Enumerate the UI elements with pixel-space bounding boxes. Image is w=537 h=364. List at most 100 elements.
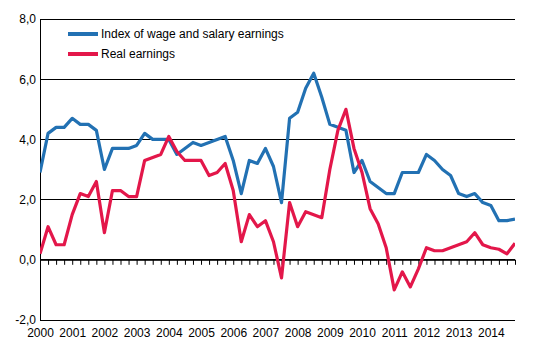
chart: -2,00,02,04,06,08,0200020012002200320042…	[0, 0, 537, 364]
x-tick-mark	[378, 260, 379, 265]
x-tick	[185, 260, 186, 265]
x-tick	[88, 260, 89, 265]
x-tick: 2008	[285, 260, 312, 340]
x-tick-mark	[72, 260, 73, 265]
x-tick-mark	[443, 260, 444, 265]
x-tick-mark	[56, 260, 57, 265]
x-tick	[193, 260, 194, 265]
x-tick	[161, 260, 162, 265]
x-tick-mark	[201, 260, 202, 265]
x-tick	[507, 260, 508, 265]
x-tick-mark	[96, 260, 97, 265]
x-tick-mark	[394, 260, 395, 265]
x-tick	[56, 260, 57, 265]
x-tick: 2014	[478, 260, 505, 340]
x-tick: 2009	[317, 260, 344, 340]
x-tick-mark	[137, 260, 138, 265]
x-axis: 2000200120022003200420052006200720082009…	[27, 260, 515, 340]
y-tick: 8,0	[19, 12, 40, 26]
x-tick	[370, 260, 371, 265]
x-tick-mark	[104, 260, 105, 265]
x-tick	[209, 260, 210, 265]
x-tick-mark	[249, 260, 250, 265]
x-tick	[451, 260, 452, 265]
x-tick	[402, 260, 403, 265]
legend-swatch	[68, 52, 98, 56]
y-tick-label: 0,0	[19, 253, 36, 267]
x-tick-label: 2008	[285, 326, 312, 340]
x-tick	[217, 260, 218, 265]
grid-line	[40, 320, 515, 321]
x-tick-mark	[161, 260, 162, 265]
x-tick	[443, 260, 444, 265]
x-tick-mark	[265, 260, 266, 265]
x-tick-mark	[410, 260, 411, 265]
x-tick-label: 2013	[446, 326, 473, 340]
x-tick-label: 2011	[382, 326, 408, 340]
x-tick-mark	[225, 260, 226, 265]
x-tick-mark	[507, 260, 508, 265]
y-tick: 2,0	[19, 193, 40, 207]
x-tick-label: 2010	[349, 326, 376, 340]
y-tick-label: 4,0	[19, 133, 36, 147]
x-tick-label: 2001	[59, 326, 86, 340]
x-tick-mark	[177, 260, 178, 265]
x-tick-label: 2007	[253, 326, 280, 340]
x-tick-mark	[459, 260, 460, 265]
x-tick: 2010	[349, 260, 376, 340]
x-tick-mark	[298, 260, 299, 265]
x-tick	[338, 260, 339, 265]
x-tick-label: 2005	[188, 326, 215, 340]
x-tick-mark	[354, 260, 355, 265]
x-tick-mark	[491, 260, 492, 265]
x-tick	[249, 260, 250, 265]
x-tick-mark	[362, 260, 363, 265]
x-tick-mark	[40, 260, 41, 265]
x-tick-mark	[322, 260, 323, 265]
x-tick	[467, 260, 468, 265]
x-tick	[410, 260, 411, 265]
legend-label: Real earnings	[101, 47, 175, 61]
x-tick	[48, 260, 49, 265]
x-tick	[290, 260, 291, 265]
grid	[40, 19, 515, 320]
legend-label: Index of wage and salary earnings	[101, 27, 284, 41]
grid-line	[40, 19, 515, 20]
x-tick-mark	[330, 260, 331, 265]
x-tick-mark	[499, 260, 500, 265]
x-tick	[225, 260, 226, 265]
x-tick-mark	[483, 260, 484, 265]
x-tick: 2006	[220, 260, 247, 340]
grid-line	[40, 79, 515, 80]
x-tick-mark	[241, 260, 242, 265]
x-tick-mark	[48, 260, 49, 265]
x-tick-mark	[290, 260, 291, 265]
x-tick-mark	[185, 260, 186, 265]
x-tick-mark	[467, 260, 468, 265]
x-tick	[378, 260, 379, 265]
series-line	[40, 109, 515, 290]
x-tick-mark	[121, 260, 122, 265]
x-tick-label: 2000	[27, 326, 54, 340]
x-tick-label: 2006	[220, 326, 247, 340]
y-tick-label: 6,0	[19, 73, 36, 87]
x-tick	[121, 260, 122, 265]
legend: Index of wage and salary earnings Real ea…	[68, 27, 284, 61]
plot-area	[40, 73, 515, 290]
x-tick-label: 2014	[478, 326, 505, 340]
x-tick-mark	[346, 260, 347, 265]
x-tick-mark	[273, 260, 274, 265]
x-tick	[515, 260, 516, 265]
y-tick: 0,0	[19, 253, 40, 267]
x-tick	[483, 260, 484, 265]
y-axis: -2,00,02,04,06,08,0	[15, 12, 40, 327]
legend-swatch	[68, 32, 98, 36]
x-tick: 2005	[188, 260, 215, 340]
y-tick-label: 2,0	[19, 193, 36, 207]
x-tick	[145, 260, 146, 265]
x-tick-mark	[451, 260, 452, 265]
x-tick-mark	[434, 260, 435, 265]
x-tick	[499, 260, 500, 265]
x-tick: 2000	[27, 260, 54, 340]
y-tick-label: 8,0	[19, 12, 36, 26]
